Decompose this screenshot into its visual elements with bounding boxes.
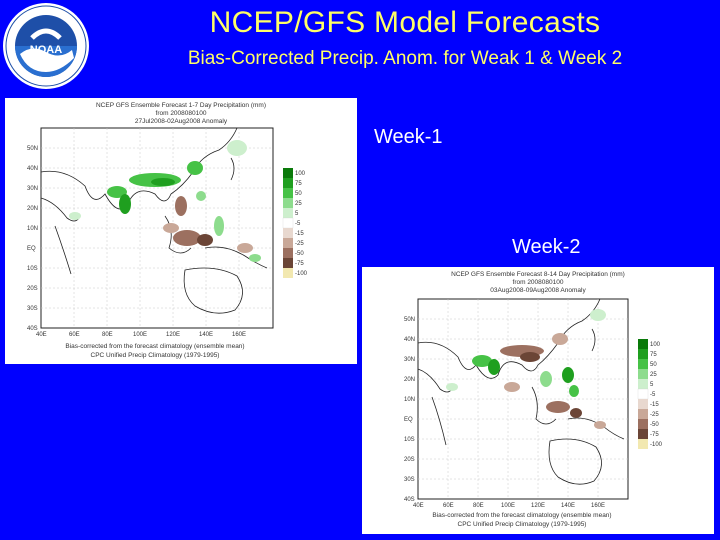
legend-label: 75 bbox=[650, 352, 657, 358]
lon-label: 80E bbox=[102, 332, 113, 338]
legend-label: -15 bbox=[650, 402, 659, 408]
map-footer-line: CPC Unified Precip Climatology (1979-199… bbox=[458, 521, 587, 528]
legend-label: -75 bbox=[295, 261, 304, 267]
map-header-line: NCEP GFS Ensemble Forecast 1-7 Day Preci… bbox=[96, 102, 266, 109]
lat-label: 50N bbox=[404, 317, 415, 323]
legend-swatch bbox=[282, 217, 294, 229]
lon-label: 40E bbox=[413, 503, 424, 509]
lat-label: 30N bbox=[404, 357, 415, 363]
lat-label: 20S bbox=[27, 286, 38, 292]
map-header-line: 27Jul2008-02Aug2008 Anomaly bbox=[135, 118, 228, 125]
week2-map-panel: NCEP GFS Ensemble Forecast 8-14 Day Prec… bbox=[362, 267, 714, 534]
page-subtitle: Bias-Corrected Precip. Anom. for Weak 1 … bbox=[187, 48, 623, 69]
legend-label: -25 bbox=[650, 412, 659, 418]
legend-label: 25 bbox=[650, 372, 657, 378]
lon-label: 160E bbox=[232, 332, 246, 338]
legend-label: -100 bbox=[650, 442, 663, 448]
legend-label: -75 bbox=[650, 432, 659, 438]
week1-label: Week-1 bbox=[374, 126, 443, 148]
legend-swatch bbox=[637, 388, 649, 400]
legend-swatch bbox=[283, 188, 293, 198]
lon-label: 80E bbox=[473, 503, 484, 509]
color-legend: 100 75 50 25 5 -5 -15 -25 -50 -75 -100 bbox=[637, 339, 663, 449]
lon-label: 160E bbox=[591, 503, 605, 509]
noaa-logo: NOAA bbox=[2, 2, 90, 90]
lat-label: 30S bbox=[404, 477, 415, 483]
map-footer-line: Bias-corrected from the forecast climato… bbox=[432, 512, 611, 519]
lon-label: 140E bbox=[561, 503, 575, 509]
legend-swatch bbox=[638, 369, 648, 379]
legend-label: 25 bbox=[295, 201, 302, 207]
lat-label: 20N bbox=[27, 206, 38, 212]
legend-label: 5 bbox=[650, 382, 654, 388]
legend-label: -100 bbox=[295, 271, 308, 277]
legend-swatch bbox=[283, 228, 293, 238]
legend-swatch bbox=[283, 178, 293, 188]
legend-swatch bbox=[283, 168, 293, 178]
lat-label: 40N bbox=[27, 166, 38, 172]
lon-label: 120E bbox=[531, 503, 545, 509]
lon-label: 100E bbox=[501, 503, 515, 509]
legend-label: 100 bbox=[650, 342, 661, 348]
legend-swatch bbox=[283, 238, 293, 248]
lon-label: 60E bbox=[69, 332, 80, 338]
legend-label: 100 bbox=[295, 171, 306, 177]
lat-label: 10N bbox=[27, 226, 38, 232]
legend-label: 50 bbox=[650, 362, 657, 368]
svg-text:NOAA: NOAA bbox=[30, 44, 62, 56]
lat-label: EQ bbox=[404, 417, 413, 423]
map-header-line: from 2008080100 bbox=[156, 110, 207, 117]
legend-swatch bbox=[638, 419, 648, 429]
map-header-line: NCEP GFS Ensemble Forecast 8-14 Day Prec… bbox=[451, 271, 625, 278]
legend-label: 5 bbox=[295, 211, 299, 217]
legend-swatch bbox=[638, 429, 648, 439]
lat-label: 20S bbox=[404, 457, 415, 463]
week1-map-panel: NCEP GFS Ensemble Forecast 1-7 Day Preci… bbox=[5, 98, 357, 364]
legend-swatch bbox=[283, 258, 293, 268]
legend-label: -5 bbox=[295, 221, 301, 227]
lat-label: 10S bbox=[27, 266, 38, 272]
lat-label: 30N bbox=[27, 186, 38, 192]
week2-label: Week-2 bbox=[512, 236, 581, 258]
legend-swatch bbox=[283, 198, 293, 208]
legend-label: -50 bbox=[295, 251, 304, 257]
legend-label: 75 bbox=[295, 181, 302, 187]
map-header-line: 03Aug2008-09Aug2008 Anomaly bbox=[490, 287, 586, 294]
legend-swatch bbox=[638, 409, 648, 419]
legend-swatch bbox=[283, 248, 293, 258]
lon-label: 140E bbox=[199, 332, 213, 338]
legend-label: 50 bbox=[295, 191, 302, 197]
lat-label: 10N bbox=[404, 397, 415, 403]
map-footer-line: Bias-corrected from the forecast climato… bbox=[65, 343, 244, 350]
lat-label: 10S bbox=[404, 437, 415, 443]
lat-label: 30S bbox=[27, 306, 38, 312]
legend-swatch bbox=[638, 379, 648, 389]
legend-swatch bbox=[638, 399, 648, 409]
lat-label: 20N bbox=[404, 377, 415, 383]
lat-label: 40S bbox=[27, 326, 38, 332]
lon-label: 60E bbox=[443, 503, 454, 509]
lon-label: 120E bbox=[166, 332, 180, 338]
page-title: NCEP/GFS Model Forecasts bbox=[209, 6, 601, 39]
legend-label: -50 bbox=[650, 422, 659, 428]
legend-label: -5 bbox=[650, 392, 656, 398]
lat-label: 40N bbox=[404, 337, 415, 343]
legend-swatch bbox=[283, 208, 293, 218]
lon-label: 100E bbox=[133, 332, 147, 338]
legend-swatch bbox=[638, 349, 648, 359]
lon-label: 40E bbox=[36, 332, 47, 338]
lat-label: 40S bbox=[404, 497, 415, 503]
map-header-line: from 2008080100 bbox=[513, 279, 564, 286]
map-footer-line: CPC Unified Precip Climatology (1979-199… bbox=[91, 352, 220, 359]
legend-label: -15 bbox=[295, 231, 304, 237]
lat-label: EQ bbox=[27, 246, 36, 252]
legend-swatch bbox=[283, 268, 293, 278]
lat-label: 50N bbox=[27, 146, 38, 152]
legend-swatch bbox=[638, 439, 648, 449]
legend-label: -25 bbox=[295, 241, 304, 247]
color-legend: 100 75 50 25 5 -5 -15 -25 -50 -75 -100 bbox=[282, 168, 308, 278]
legend-swatch bbox=[638, 359, 648, 369]
legend-swatch bbox=[638, 339, 648, 349]
